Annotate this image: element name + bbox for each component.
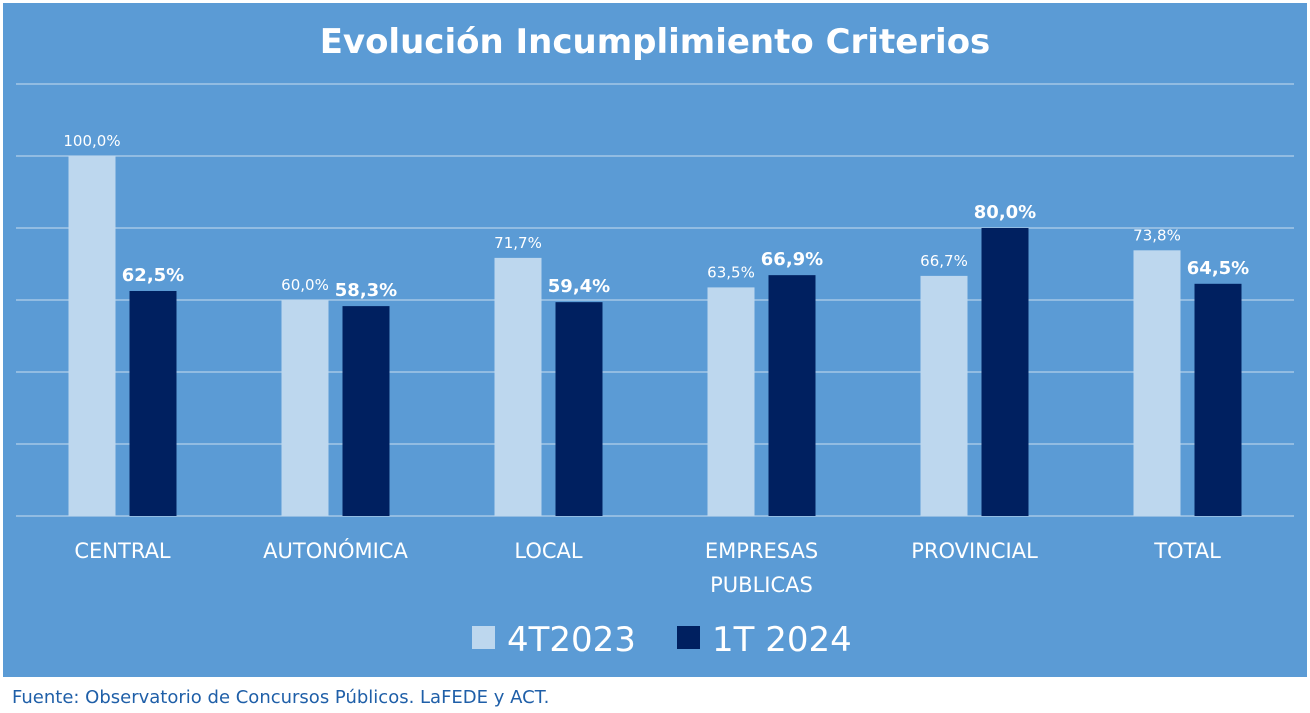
x-tick-label: AUTONÓMICA — [263, 538, 408, 563]
data-label: 62,5% — [122, 265, 184, 286]
bars — [68, 156, 1242, 516]
x-axis-labels: CENTRAL AUTONÓMICA LOCAL EMPRESAS PUBLICAS PR… — [74, 538, 1221, 597]
bar-series-1 — [920, 275, 968, 516]
legend-label: 4T2023 — [507, 620, 636, 660]
data-label: 80,0% — [974, 202, 1036, 223]
chart-svg: Evolución Incumplimiento Criterios 100,0… — [16, 22, 1294, 660]
legend-swatch — [677, 626, 700, 649]
source-note: Fuente: Observatorio de Concursos Públic… — [12, 687, 550, 708]
bar-series-1 — [707, 287, 755, 516]
legend: 4T2023 1T 2024 — [472, 620, 852, 660]
bar-series-2 — [555, 302, 603, 516]
bar-series-1 — [281, 300, 329, 516]
bar-series-1 — [1133, 250, 1181, 516]
x-tick-label: LOCAL — [514, 539, 583, 563]
data-labels: 100,0% 62,5% 60,0% 58,3% 71,7% 59,4% 63,5% 66,9… — [63, 132, 1249, 301]
bar-series-2 — [129, 291, 177, 516]
bar-series-2 — [342, 306, 390, 516]
x-tick-label: CENTRAL — [74, 539, 171, 563]
data-label: 66,7% — [920, 252, 968, 270]
data-label: 58,3% — [335, 280, 397, 301]
data-label: 64,5% — [1187, 258, 1249, 279]
data-label: 59,4% — [548, 276, 610, 297]
x-tick-label: PUBLICAS — [710, 573, 813, 597]
data-label: 63,5% — [707, 263, 755, 281]
legend-label: 1T 2024 — [712, 620, 852, 660]
data-label: 100,0% — [63, 132, 120, 150]
x-tick-label: TOTAL — [1153, 539, 1221, 563]
bar-series-1 — [68, 156, 116, 516]
gridlines — [16, 83, 1294, 517]
bar-series-2 — [981, 228, 1029, 516]
data-label: 66,9% — [761, 249, 823, 270]
x-tick-label: PROVINCIAL — [911, 539, 1038, 563]
legend-swatch — [472, 626, 495, 649]
chart-panel: Evolución Incumplimiento Criterios 100,0… — [3, 3, 1307, 677]
bar-series-2 — [768, 275, 816, 516]
chart-title: Evolución Incumplimiento Criterios — [320, 22, 991, 62]
bar-series-1 — [494, 257, 542, 516]
x-tick-label: EMPRESAS — [705, 539, 818, 563]
bar-series-2 — [1194, 283, 1242, 516]
data-label: 60,0% — [281, 276, 329, 294]
data-label: 73,8% — [1133, 226, 1181, 244]
data-label: 71,7% — [494, 234, 542, 252]
